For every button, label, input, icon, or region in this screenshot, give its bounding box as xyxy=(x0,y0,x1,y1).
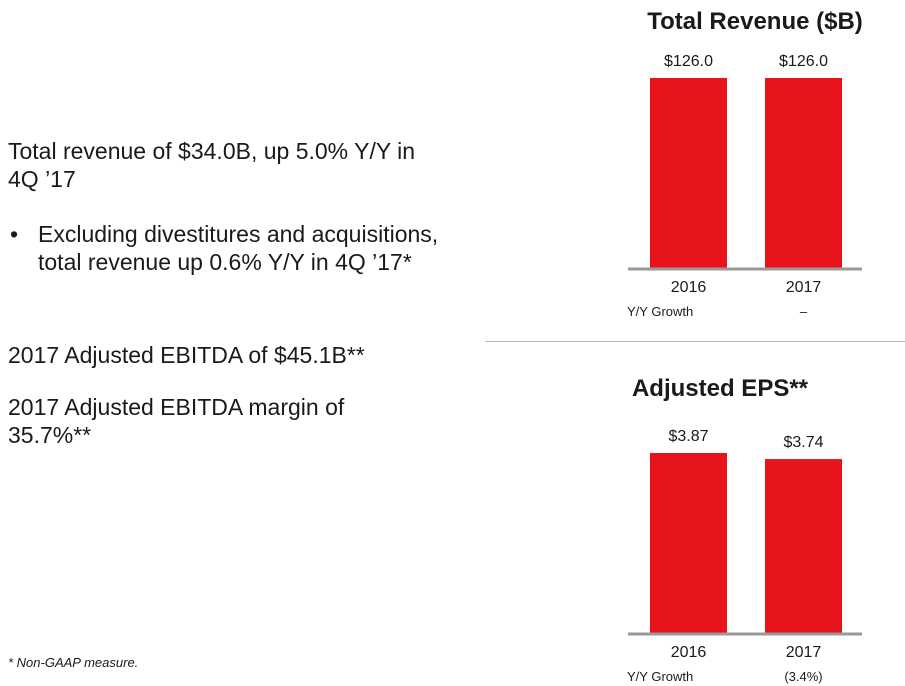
bullet-ebitda: 2017 Adjusted EBITDA of $45.1B** xyxy=(8,342,365,368)
growth-value: – xyxy=(800,304,808,319)
bar-2017 xyxy=(765,459,842,633)
data-label: $3.87 xyxy=(668,428,708,445)
bullet-char: • xyxy=(10,221,19,247)
divider xyxy=(485,341,905,342)
x-tick-label: 2016 xyxy=(671,279,707,296)
bullet-revenue: Total revenue of $34.0B, up 5.0% Y/Y in … xyxy=(8,138,416,192)
chart-title-eps: Adjusted EPS** xyxy=(631,375,809,402)
growth-label: Y/Y Growth xyxy=(627,304,693,319)
footnote: * Non-GAAP measure. xyxy=(8,655,139,670)
x-tick-label: 2017 xyxy=(786,279,822,296)
bar-2016 xyxy=(650,453,727,633)
bar-2016 xyxy=(650,78,727,268)
data-label: $3.74 xyxy=(783,434,823,451)
x-tick-label: 2017 xyxy=(786,644,822,661)
x-tick-label: 2016 xyxy=(671,644,707,661)
bar-2017 xyxy=(765,78,842,268)
growth-label: Y/Y Growth xyxy=(627,669,693,684)
sub-bullet-excluding: Excluding divestitures and acquisitions,… xyxy=(38,221,439,275)
data-label: $126.0 xyxy=(779,53,828,70)
growth-value: (3.4%) xyxy=(784,669,822,684)
bullet-ebitda-margin: 2017 Adjusted EBITDA margin of 35.7%** xyxy=(8,394,345,448)
chart-title-revenue: Total Revenue ($B) xyxy=(647,8,863,35)
data-label: $126.0 xyxy=(664,53,713,70)
